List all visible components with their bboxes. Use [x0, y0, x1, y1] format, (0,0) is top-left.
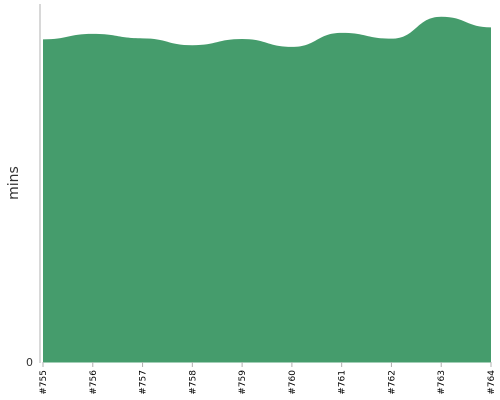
x-tick-label: #757 — [139, 370, 149, 395]
y-axis-title: mins — [6, 166, 22, 200]
x-tick-label: #755 — [39, 370, 49, 395]
x-tick-label: #761 — [338, 370, 348, 395]
x-tick-label: #756 — [89, 370, 99, 395]
x-axis-ticks: #755 #756 #757 #758 #759 #760 #761 #762 #763 #764 — [39, 362, 497, 395]
x-tick-label: #762 — [387, 370, 397, 395]
area-series — [43, 16, 491, 363]
plot-area — [43, 16, 491, 363]
y-tick-label: 0 — [26, 356, 33, 369]
x-tick-label: #758 — [188, 370, 198, 395]
x-tick-label: #759 — [238, 370, 248, 395]
x-tick-label: #760 — [288, 370, 298, 395]
x-tick-label: #764 — [487, 370, 497, 395]
x-tick-label: #763 — [437, 370, 447, 395]
y-axis-ticks: 0 — [26, 356, 33, 369]
